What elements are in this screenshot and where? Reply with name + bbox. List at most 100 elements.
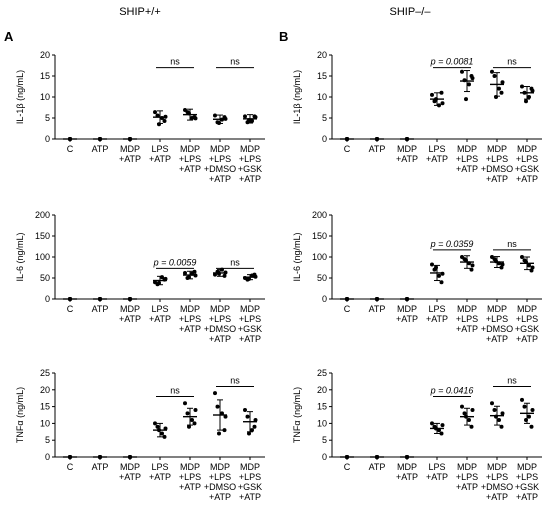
data-point: [243, 114, 247, 119]
data-point: [247, 431, 251, 436]
x-tick-label: MDP: [457, 462, 477, 472]
data-point: [527, 263, 531, 268]
x-tick-label: +GSK: [515, 324, 539, 334]
x-tick-label: +ATP: [486, 492, 508, 502]
y-tick-label: 15: [317, 402, 327, 412]
y-tick-label: 20: [40, 385, 50, 395]
x-tick-label: +GSK: [515, 482, 539, 492]
x-tick-label: MDP: [120, 144, 140, 154]
data-point: [430, 92, 434, 97]
x-tick-label: +LPS: [456, 154, 478, 164]
x-tick-label: C: [344, 144, 351, 154]
y-tick-label: 10: [40, 418, 50, 428]
x-tick-label: +LPS: [486, 472, 508, 482]
x-tick-label: LPS: [428, 144, 445, 154]
x-tick-label: C: [67, 144, 74, 154]
data-point: [162, 118, 167, 123]
x-tick-label: ATP: [92, 144, 109, 154]
data-point: [462, 411, 467, 416]
data-point: [527, 95, 531, 99]
data-point: [215, 404, 220, 409]
x-tick-label: +ATP: [486, 334, 508, 344]
x-tick-label: LPS: [151, 462, 168, 472]
x-tick-label: +DMSO: [204, 164, 236, 174]
x-tick-label: +ATP: [209, 492, 231, 502]
y-tick-label: 20: [317, 385, 327, 395]
y-tick-label: 10: [317, 92, 327, 102]
x-tick-label: ATP: [369, 462, 386, 472]
data-point: [492, 74, 497, 78]
x-tick-label: +ATP: [516, 174, 538, 184]
data-point: [527, 414, 531, 419]
x-tick-label: +DMSO: [204, 482, 236, 492]
x-tick-label: +ATP: [396, 314, 418, 324]
data-point: [245, 414, 250, 419]
x-tick-label: MDP: [210, 144, 230, 154]
y-tick-label: 50: [40, 273, 50, 283]
x-tick-label: MDP: [517, 304, 537, 314]
x-tick-label: +DMSO: [481, 482, 513, 492]
data-point: [467, 82, 471, 87]
significance-label: ns: [170, 57, 180, 67]
x-tick-label: +LPS: [516, 472, 538, 482]
data-point: [440, 101, 445, 106]
data-point: [153, 421, 157, 426]
data-point: [250, 428, 254, 433]
data-point: [193, 407, 198, 412]
data-point: [460, 69, 464, 74]
data-point: [490, 401, 494, 406]
x-tick-label: MDP: [180, 304, 200, 314]
data-point: [494, 95, 498, 99]
x-tick-label: +ATP: [486, 174, 508, 184]
data-point: [192, 421, 197, 426]
data-point: [500, 262, 505, 267]
y-axis-label: IL-6 (ng/mL): [15, 232, 25, 281]
x-tick-label: +LPS: [209, 154, 231, 164]
x-tick-label: +LPS: [516, 154, 538, 164]
x-tick-label: +ATP: [456, 324, 478, 334]
data-point: [160, 431, 164, 436]
data-point: [439, 90, 444, 95]
x-tick-label: ATP: [92, 462, 109, 472]
x-tick-label: +LPS: [516, 314, 538, 324]
data-point: [529, 424, 534, 429]
data-point: [250, 118, 254, 123]
y-tick-label: 0: [45, 452, 50, 462]
x-tick-label: +ATP: [179, 482, 201, 492]
x-tick-label: +LPS: [486, 314, 508, 324]
data-point: [437, 273, 441, 278]
x-tick-label: +GSK: [515, 164, 539, 174]
x-tick-label: +ATP: [456, 164, 478, 174]
y-tick-label: 25: [40, 368, 50, 378]
data-point: [500, 411, 505, 416]
x-tick-label: +ATP: [179, 164, 201, 174]
data-point: [187, 424, 191, 429]
data-point: [530, 265, 535, 270]
data-point: [437, 103, 441, 108]
x-tick-label: ATP: [92, 304, 109, 314]
y-tick-label: 150: [312, 231, 327, 241]
data-point: [190, 418, 194, 423]
data-point: [492, 407, 497, 412]
data-point: [217, 121, 221, 126]
significance-label: ns: [230, 257, 240, 267]
y-tick-label: 15: [40, 71, 50, 81]
data-point: [530, 88, 535, 93]
x-tick-label: +ATP: [396, 472, 418, 482]
x-tick-label: +LPS: [239, 314, 261, 324]
data-point: [497, 86, 501, 91]
y-axis-label: IL-1β (ng/mL): [15, 70, 25, 124]
x-tick-label: LPS: [151, 304, 168, 314]
column-title-b: SHIP–/–: [390, 6, 432, 18]
significance-label: ns: [507, 57, 517, 67]
x-tick-label: +ATP: [426, 154, 448, 164]
x-tick-label: +ATP: [456, 482, 478, 492]
data-point: [520, 255, 524, 259]
data-point: [185, 411, 190, 416]
y-tick-label: 150: [35, 231, 50, 241]
y-tick-label: 100: [312, 252, 327, 262]
